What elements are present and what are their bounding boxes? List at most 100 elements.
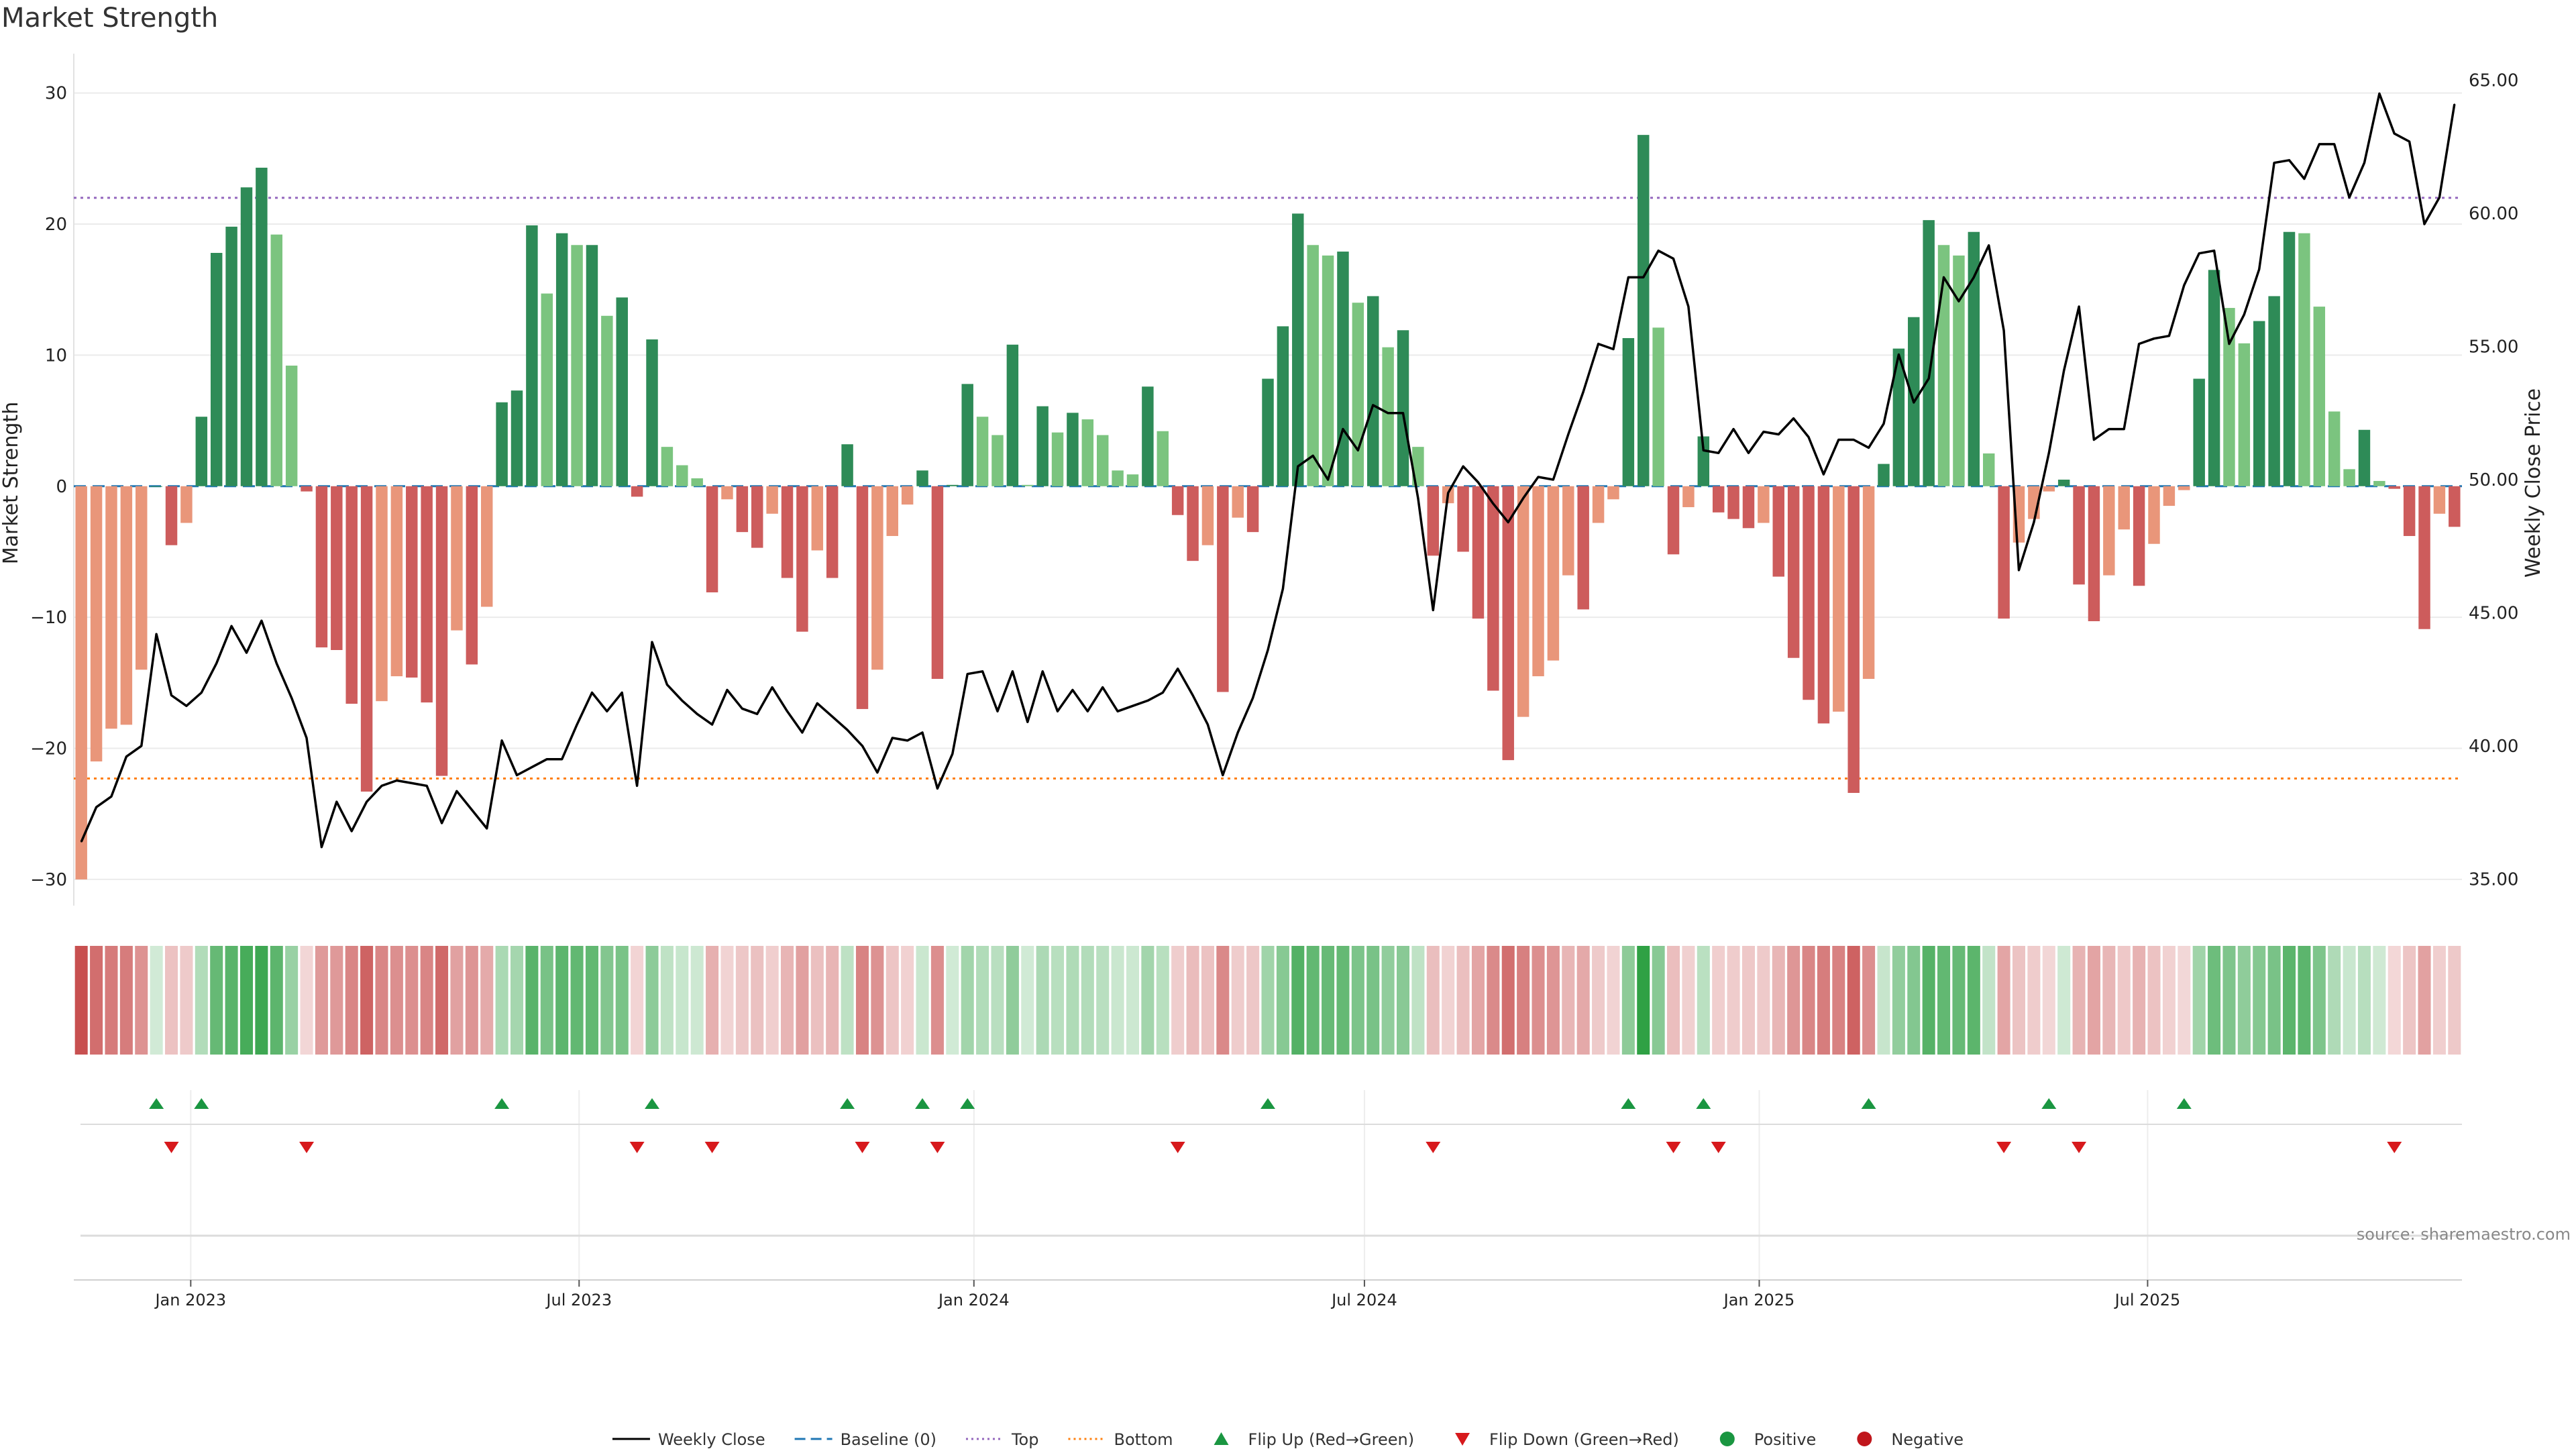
heat-cell: [1081, 946, 1094, 1055]
strength-bar: [976, 417, 989, 486]
heat-cell: [976, 946, 989, 1055]
weekly-close-point: [2003, 329, 2005, 331]
weekly-close-point: [1672, 258, 1674, 260]
strength-bar: [2178, 486, 2190, 490]
strength-bar: [2358, 429, 2371, 486]
strength-bar: [1292, 213, 1304, 486]
weekly-close-point: [1748, 452, 1750, 454]
weekly-close-point: [2123, 428, 2125, 430]
strength-bar: [931, 486, 944, 679]
weekly-close-point: [531, 766, 533, 768]
weekly-close-point: [996, 710, 998, 712]
weekly-close-point: [951, 753, 953, 755]
weekly-close-point: [816, 702, 818, 704]
heat-cell: [1907, 946, 1921, 1055]
weekly-close-point: [1642, 276, 1644, 278]
flip-markers-panel: [80, 1090, 2462, 1280]
heat-cell: [2373, 946, 2386, 1055]
weekly-close-point: [681, 700, 683, 702]
heat-cell: [2298, 946, 2311, 1055]
heat-cell: [901, 946, 914, 1055]
weekly-close-point: [2408, 140, 2410, 142]
heat-cell: [119, 946, 133, 1055]
weekly-close-point: [426, 785, 428, 787]
heat-cell: [255, 946, 268, 1055]
strength-bar: [1982, 453, 1995, 486]
heat-cell: [1336, 946, 1350, 1055]
weekly-close-point: [2273, 162, 2275, 164]
strength-bar: [421, 486, 433, 703]
heat-cell: [195, 946, 208, 1055]
heat-cell: [1517, 946, 1530, 1055]
flip-up-marker: [1861, 1098, 1876, 1109]
heat-cell: [570, 946, 584, 1055]
strength-bar: [1171, 486, 1184, 515]
heat-cell: [2208, 946, 2221, 1055]
heat-cell: [2267, 946, 2281, 1055]
heat-cell: [2087, 946, 2100, 1055]
weekly-close-point: [636, 785, 638, 787]
weekly-close-point: [967, 673, 969, 675]
strength-bar: [285, 366, 298, 486]
heat-cell: [1021, 946, 1034, 1055]
left-tick-label: 20: [45, 215, 67, 235]
weekly-close-point: [1207, 724, 1209, 726]
flip-up-marker: [915, 1098, 930, 1109]
strength-bar: [1081, 419, 1094, 486]
heat-cell: [90, 946, 103, 1055]
flip-down-marker: [1996, 1142, 2012, 1153]
weekly-close-point: [1117, 710, 1119, 712]
weekly-close-point: [1177, 667, 1179, 669]
strength-bar: [1892, 348, 1905, 486]
strength-bar: [796, 486, 808, 632]
heat-cell: [796, 946, 809, 1055]
strength-bar: [1517, 486, 1529, 717]
heat-cell: [1562, 946, 1575, 1055]
strength-bar: [331, 486, 343, 650]
strength-bar: [1727, 486, 1739, 519]
heat-cell: [1126, 946, 1140, 1055]
x-tick-label: Jan 2023: [154, 1291, 226, 1309]
strength-bar: [511, 390, 523, 486]
weekly-close-point: [1882, 423, 1884, 425]
heat-cell: [1637, 946, 1650, 1055]
legend-label: Baseline (0): [841, 1430, 936, 1449]
weekly-close-point: [246, 651, 248, 653]
heat-cell: [631, 946, 644, 1055]
strength-bar: [1487, 486, 1499, 691]
weekly-close-point: [1071, 689, 1073, 691]
right-tick-label: 65.00: [2469, 71, 2518, 91]
heat-cell: [2328, 946, 2341, 1055]
strength-bar: [1562, 486, 1574, 576]
weekly-close-point: [696, 713, 698, 715]
heat-cell: [1156, 946, 1169, 1055]
strength-bar: [2193, 378, 2205, 486]
heat-cell: [720, 946, 734, 1055]
legend-label: Positive: [1754, 1430, 1817, 1449]
weekly-close-point: [1146, 700, 1148, 702]
weekly-close-point: [1762, 431, 1764, 433]
heat-cell: [1501, 946, 1515, 1055]
heat-cell: [841, 946, 854, 1055]
strength-bar: [1397, 330, 1409, 486]
heat-cell: [1442, 946, 1455, 1055]
heat-cell: [1682, 946, 1695, 1055]
flip-down-marker: [855, 1142, 870, 1153]
legend: Weekly Close Baseline (0) Top Bottom Flip Up…: [612, 1430, 1964, 1449]
strength-bar: [2343, 469, 2355, 486]
strength-bar: [751, 486, 763, 548]
weekly-close-point: [1132, 705, 1134, 707]
weekly-close-point: [1898, 354, 1900, 356]
heat-cell: [1096, 946, 1110, 1055]
weekly-close-point: [1612, 348, 1614, 350]
strength-bar: [1652, 327, 1664, 486]
flip-down-marker: [1426, 1142, 1441, 1153]
strength-bar: [571, 245, 583, 486]
weekly-close-point: [1943, 276, 1945, 278]
heat-cell: [2237, 946, 2251, 1055]
heat-cell: [74, 946, 88, 1055]
heat-cell: [1937, 946, 1951, 1055]
heat-cell: [360, 946, 374, 1055]
weekly-close-point: [2258, 268, 2260, 270]
strength-bar: [1622, 337, 1635, 486]
